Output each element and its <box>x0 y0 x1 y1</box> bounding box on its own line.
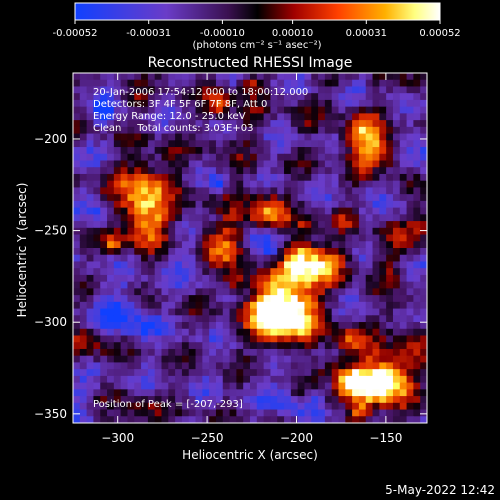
colorbar-tick-label: 0.00010 <box>272 28 313 39</box>
colorbar-tick-label: -0.00052 <box>53 28 98 39</box>
annotation-clean-counts: Clean Total counts: 3.03E+03 <box>93 123 253 134</box>
x-axis-label: Heliocentric X (arcsec) <box>182 448 318 462</box>
x-tick-label: −150 <box>369 431 402 445</box>
colorbar-tick-label: -0.00010 <box>200 28 245 39</box>
y-tick-label: −300 <box>34 315 67 329</box>
x-tick-label: −250 <box>191 431 224 445</box>
peak-position-label: Position of Peak = [-207,-293] <box>93 399 243 410</box>
peak-marker <box>281 306 287 312</box>
colorbar-ticks: -0.00052 -0.00031 -0.00010 0.00010 0.00031 0.… <box>53 20 461 39</box>
heatmap-image <box>73 73 427 423</box>
colorbar-tick-label: -0.00031 <box>126 28 171 39</box>
y-tick-label: −350 <box>34 407 67 421</box>
chart-title: Reconstructed RHESSI Image <box>148 55 353 71</box>
x-tick-label: −300 <box>101 431 134 445</box>
colorbar-tick-label: 0.00031 <box>346 28 387 39</box>
annotation-detectors: Detectors: 3F 4F 5F 6F 7F 8F, Att 0 <box>93 99 267 110</box>
x-tick-label: −200 <box>280 431 313 445</box>
colorbar <box>74 2 441 21</box>
colorbar-unit-label: (photons cm⁻² s⁻¹ asec⁻²) <box>192 40 321 51</box>
footer-timestamp: 5-May-2022 12:42 <box>385 483 495 497</box>
y-axis-label: Heliocentric Y (arcsec) <box>15 183 29 318</box>
colorbar-tick-label: 0.00052 <box>419 28 460 39</box>
y-tick-label: −250 <box>34 224 67 238</box>
plot-frame <box>72 72 428 424</box>
annotation-time-range: 20-Jan-2006 17:54:12.000 to 18:00:12.000 <box>93 87 308 98</box>
axis-ticks: −300 −250 −200 −150 −200 −250 −300 −350 <box>34 73 427 445</box>
y-tick-label: −200 <box>34 132 67 146</box>
annotation-energy-range: Energy Range: 12.0 - 25.0 keV <box>93 111 246 122</box>
